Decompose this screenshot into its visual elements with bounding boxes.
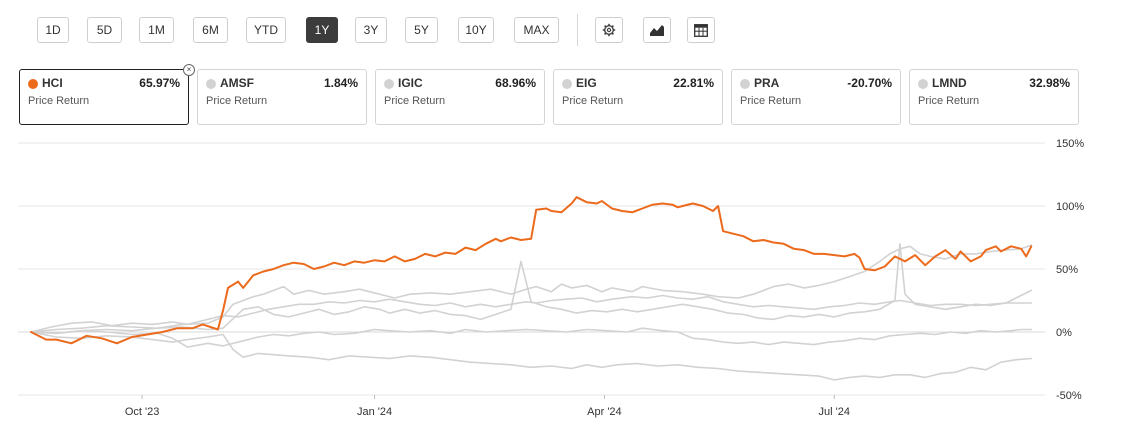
range-button-1m[interactable]: 1M (139, 17, 174, 43)
ticker-return-value: 22.81% (673, 76, 714, 90)
ticker-return-label: Price Return (740, 95, 802, 107)
x-tick-label: Jan '24 (357, 406, 392, 418)
x-tick-label: Oct '23 (125, 406, 160, 418)
ticker-symbol: LMND (932, 76, 967, 90)
ticker-card-lmnd[interactable]: LMND 32.98% Price Return (909, 69, 1079, 125)
series-line-igic (30, 244, 1033, 333)
ticker-symbol: PRA (754, 76, 780, 90)
ticker-symbol: IGIC (398, 76, 423, 90)
range-button-max[interactable]: MAX (514, 17, 559, 43)
series-color-dot (28, 79, 38, 89)
series-line-pra (30, 331, 1033, 381)
ticker-return-value: -20.70% (847, 76, 892, 90)
table-icon (694, 23, 708, 37)
ticker-return-label: Price Return (918, 95, 980, 107)
y-tick-label: 50% (1056, 264, 1078, 276)
price-return-chart: 150% 100% 50% 0% -50% Oct '23 Jan '24 Apr '24 Ju… (18, 138, 1084, 418)
y-tick-label: 0% (1056, 327, 1072, 339)
ticker-return-value: 32.98% (1029, 76, 1070, 90)
series-color-dot (384, 79, 394, 89)
ticker-return-label: Price Return (28, 95, 90, 107)
series-line-eig (30, 294, 1033, 333)
range-button-6m[interactable]: 6M (193, 17, 228, 43)
ticker-return-value: 1.84% (323, 76, 358, 90)
ticker-return-value: 65.97% (139, 76, 180, 90)
ticker-symbol: AMSF (220, 76, 254, 90)
y-tick-label: 100% (1056, 201, 1084, 213)
series-line-hci (30, 196, 1033, 345)
ticker-symbol: HCI (42, 76, 63, 90)
ticker-card-pra[interactable]: PRA -20.70% Price Return (731, 69, 901, 125)
range-button-1y[interactable]: 1Y (306, 17, 338, 43)
ticker-return-label: Price Return (206, 95, 268, 107)
series-color-dot (206, 79, 216, 89)
series-line-lmnd (30, 243, 1033, 335)
table-button[interactable] (687, 17, 715, 43)
series-line-amsf (30, 327, 1033, 348)
range-button-ytd[interactable]: YTD (246, 17, 286, 43)
y-tick-label: -50% (1056, 390, 1082, 402)
ticker-card-eig[interactable]: EIG 22.81% Price Return (553, 69, 723, 125)
toolbar-divider (577, 14, 578, 46)
area-chart-icon (649, 23, 665, 37)
x-tick-label: Jul '24 (819, 406, 850, 418)
range-button-3y[interactable]: 3Y (355, 17, 387, 43)
range-button-5d[interactable]: 5D (87, 17, 122, 43)
x-tick-label: Apr '24 (587, 406, 622, 418)
ticker-return-label: Price Return (384, 95, 446, 107)
y-tick-label: 150% (1056, 138, 1084, 150)
series-color-dot (562, 79, 572, 89)
gear-button[interactable] (595, 17, 623, 43)
range-button-5y[interactable]: 5Y (405, 17, 438, 43)
ticker-return-value: 68.96% (495, 76, 536, 90)
ticker-card-amsf[interactable]: AMSF 1.84% Price Return (197, 69, 367, 125)
range-button-10y[interactable]: 10Y (458, 17, 494, 43)
series-color-dot (918, 79, 928, 89)
gear-icon (602, 23, 616, 37)
series-color-dot (740, 79, 750, 89)
ticker-return-label: Price Return (562, 95, 624, 107)
close-icon[interactable]: × (183, 64, 195, 76)
ticker-symbol: EIG (576, 76, 597, 90)
ticker-card-igic[interactable]: IGIC 68.96% Price Return (375, 69, 545, 125)
ticker-card-hci[interactable]: HCI 65.97% Price Return (19, 69, 189, 125)
area-chart-button[interactable] (643, 17, 671, 43)
range-button-1d[interactable]: 1D (37, 17, 69, 43)
